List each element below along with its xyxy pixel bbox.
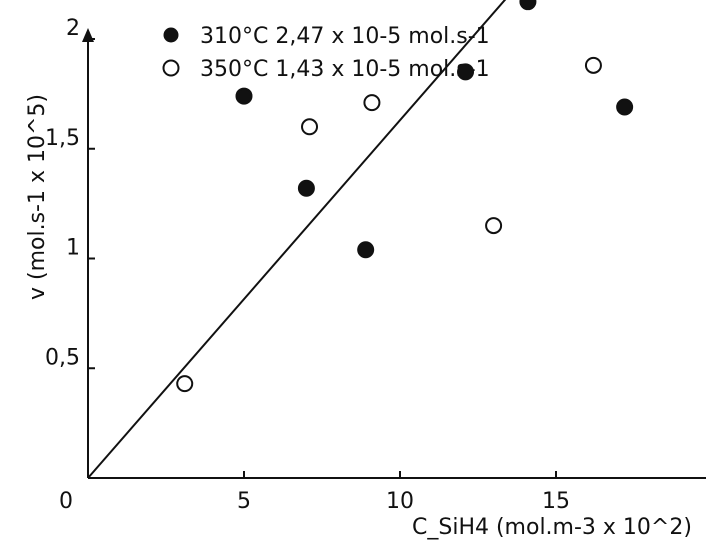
y-tick-label: 2 [66, 16, 80, 41]
y-tick-label: 1,5 [45, 126, 80, 151]
data-point-350 [363, 94, 381, 112]
data-point-310 [357, 241, 375, 259]
data-point-310 [616, 98, 634, 116]
x-tick-label: 10 [386, 489, 414, 514]
x-axis-label: C_SiH4 (mol.m-3 x 10^2) [412, 515, 692, 540]
legend-marker-350 [162, 59, 180, 77]
data-point-310 [235, 87, 253, 105]
data-point-310 [457, 63, 475, 81]
y-tick-label: 0,5 [45, 345, 80, 370]
data-point-350 [584, 56, 602, 74]
y-tick-label: 1 [66, 236, 80, 261]
y-axis-label: v (mol.s-1 x 10^5) [25, 94, 50, 300]
regression-line [87, 0, 507, 479]
legend-label-310: 310°C 2,47 x 10-5 mol.s-1 [200, 24, 490, 49]
data-point-350 [485, 217, 503, 235]
data-point-310 [519, 0, 537, 11]
x-tick-label: 5 [237, 489, 251, 514]
data-point-350 [301, 118, 319, 136]
x-tick-label: 0 [59, 489, 73, 514]
x-tick-label: 15 [542, 489, 570, 514]
legend: 310°C 2,47 x 10-5 mol.s-1 350°C 1,43 x 1… [162, 24, 490, 82]
data-point-350 [176, 375, 194, 393]
legend-marker-310 [163, 27, 179, 43]
data-point-310 [297, 179, 315, 197]
legend-label-350: 350°C 1,43 x 10-5 mol.s-1 [200, 57, 490, 82]
